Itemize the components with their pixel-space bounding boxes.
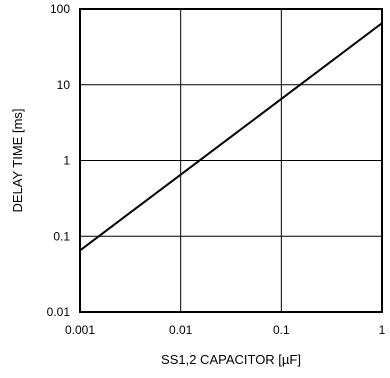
plot-frame — [79, 8, 383, 313]
y-tick-label: 0.1 — [53, 229, 70, 243]
x-tick-labels: 0.001 0.01 0.1 1 — [65, 323, 386, 337]
x-axis-label: SS1,2 CAPACITOR [µF] — [161, 352, 301, 367]
y-tick-label: 0.01 — [47, 305, 71, 319]
grid-lines — [79, 8, 383, 313]
x-tick-label: 1 — [379, 323, 386, 337]
y-tick-label: 100 — [50, 2, 70, 16]
y-tick-label: 1 — [63, 154, 70, 168]
y-tick-labels: 0.01 0.1 1 10 100 — [47, 2, 71, 319]
x-tick-label: 0.01 — [169, 323, 193, 337]
y-tick-label: 10 — [57, 78, 71, 92]
plot-area — [79, 22, 383, 252]
x-tick-label: 0.001 — [65, 323, 95, 337]
y-axis-label: DELAY TIME [ms] — [10, 108, 25, 212]
series-line — [79, 22, 383, 252]
x-tick-label: 0.1 — [273, 323, 290, 337]
